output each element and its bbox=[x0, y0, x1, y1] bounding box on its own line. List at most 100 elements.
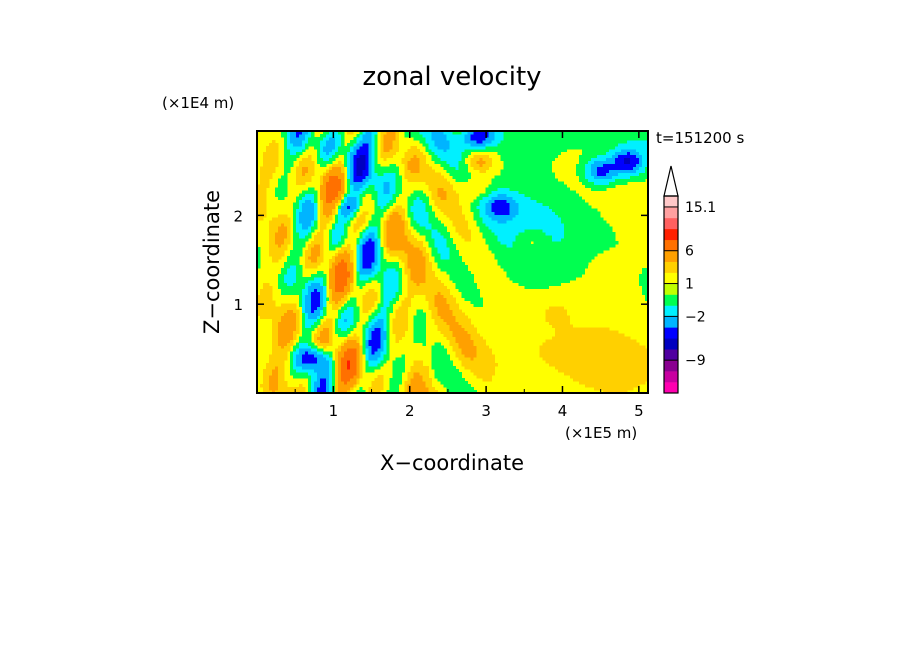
time-label: t=151200 s bbox=[656, 129, 744, 147]
field-cell bbox=[359, 202, 363, 206]
field-cell bbox=[290, 360, 294, 364]
field-cell bbox=[380, 294, 384, 299]
field-cell bbox=[353, 375, 360, 379]
field-cell bbox=[446, 196, 459, 200]
field-cell bbox=[335, 214, 339, 218]
field-cell bbox=[446, 387, 474, 391]
field-cell bbox=[407, 208, 411, 212]
y-tick-label: 1 bbox=[233, 296, 243, 314]
field-cell bbox=[446, 148, 465, 153]
field-cell bbox=[383, 303, 390, 308]
field-cell bbox=[485, 205, 492, 209]
field-cell bbox=[377, 363, 384, 367]
field-cell bbox=[485, 160, 492, 165]
field-cell bbox=[404, 172, 441, 177]
field-cell bbox=[284, 154, 300, 159]
field-cell bbox=[368, 348, 372, 352]
field-cell bbox=[371, 131, 378, 135]
field-cell bbox=[383, 354, 390, 358]
field-cell bbox=[371, 139, 375, 144]
field-cell bbox=[431, 223, 444, 227]
field-cell bbox=[302, 360, 318, 364]
field-cell bbox=[485, 241, 502, 245]
field-cell bbox=[383, 327, 387, 331]
field-cell bbox=[443, 211, 462, 215]
field-cell bbox=[380, 285, 384, 290]
field-cell bbox=[383, 345, 387, 349]
field-cell bbox=[413, 154, 417, 159]
field-cell bbox=[464, 136, 471, 141]
field-cell bbox=[407, 291, 438, 296]
field-cell bbox=[428, 387, 435, 391]
field-cell bbox=[326, 384, 330, 388]
field-cell bbox=[554, 366, 648, 370]
field-cell bbox=[260, 172, 273, 177]
field-cell bbox=[347, 276, 354, 281]
field-cell bbox=[329, 157, 336, 162]
field-cell bbox=[458, 163, 468, 168]
field-cell bbox=[395, 131, 399, 135]
field-cell bbox=[302, 327, 315, 331]
field-cell bbox=[365, 327, 369, 331]
field-cell bbox=[371, 381, 384, 385]
field-cell bbox=[359, 262, 363, 266]
field-cell bbox=[398, 276, 402, 281]
field-cell bbox=[338, 384, 354, 388]
field-cell bbox=[470, 333, 480, 337]
field-cell bbox=[356, 238, 360, 242]
field-cell bbox=[356, 196, 360, 200]
field-cell bbox=[377, 196, 393, 200]
field-cell bbox=[293, 211, 297, 215]
field-cell bbox=[347, 220, 351, 224]
field-cell bbox=[305, 199, 312, 203]
field-cell bbox=[479, 169, 486, 174]
field-cell bbox=[368, 223, 381, 227]
field-cell bbox=[329, 297, 333, 302]
field-cell bbox=[332, 306, 339, 311]
field-cell bbox=[365, 339, 369, 343]
field-cell bbox=[332, 148, 339, 153]
field-cell bbox=[257, 259, 261, 263]
field-cell bbox=[344, 318, 348, 322]
field-cell bbox=[323, 351, 333, 355]
field-cell bbox=[434, 300, 447, 305]
field-cell bbox=[347, 250, 354, 254]
field-cell bbox=[371, 148, 375, 153]
field-cell bbox=[407, 378, 411, 382]
field-cell bbox=[497, 142, 619, 147]
field-cell bbox=[287, 229, 291, 233]
field-cell bbox=[290, 136, 306, 141]
field-cell bbox=[401, 157, 411, 162]
field-cell bbox=[365, 366, 381, 370]
field-cell bbox=[275, 390, 306, 393]
field-cell bbox=[446, 244, 456, 248]
field-cell bbox=[410, 193, 426, 197]
field-cell bbox=[368, 360, 381, 364]
field-cell bbox=[362, 333, 366, 337]
field-cell bbox=[344, 163, 348, 168]
field-cell bbox=[476, 196, 483, 200]
field-cell bbox=[539, 351, 648, 355]
field-cell bbox=[290, 366, 294, 370]
field-cell bbox=[470, 300, 483, 305]
field-cell bbox=[347, 348, 357, 352]
field-cell bbox=[383, 172, 396, 177]
field-cell bbox=[395, 315, 408, 319]
field-cell bbox=[293, 375, 312, 379]
field-cell bbox=[335, 372, 339, 376]
field-cell bbox=[512, 244, 616, 248]
field-cell bbox=[296, 226, 303, 230]
field-cell bbox=[413, 136, 426, 141]
field-cell bbox=[347, 267, 354, 272]
field-cell bbox=[329, 378, 333, 382]
field-cell bbox=[293, 336, 297, 340]
field-cell bbox=[470, 133, 489, 138]
field-cell bbox=[389, 181, 396, 185]
field-cell bbox=[476, 345, 489, 349]
field-cell bbox=[257, 297, 273, 302]
field-cell bbox=[491, 208, 511, 212]
field-cell bbox=[281, 303, 297, 308]
field-cell bbox=[305, 262, 321, 266]
field-cell bbox=[341, 184, 345, 188]
field-cell bbox=[365, 226, 369, 230]
